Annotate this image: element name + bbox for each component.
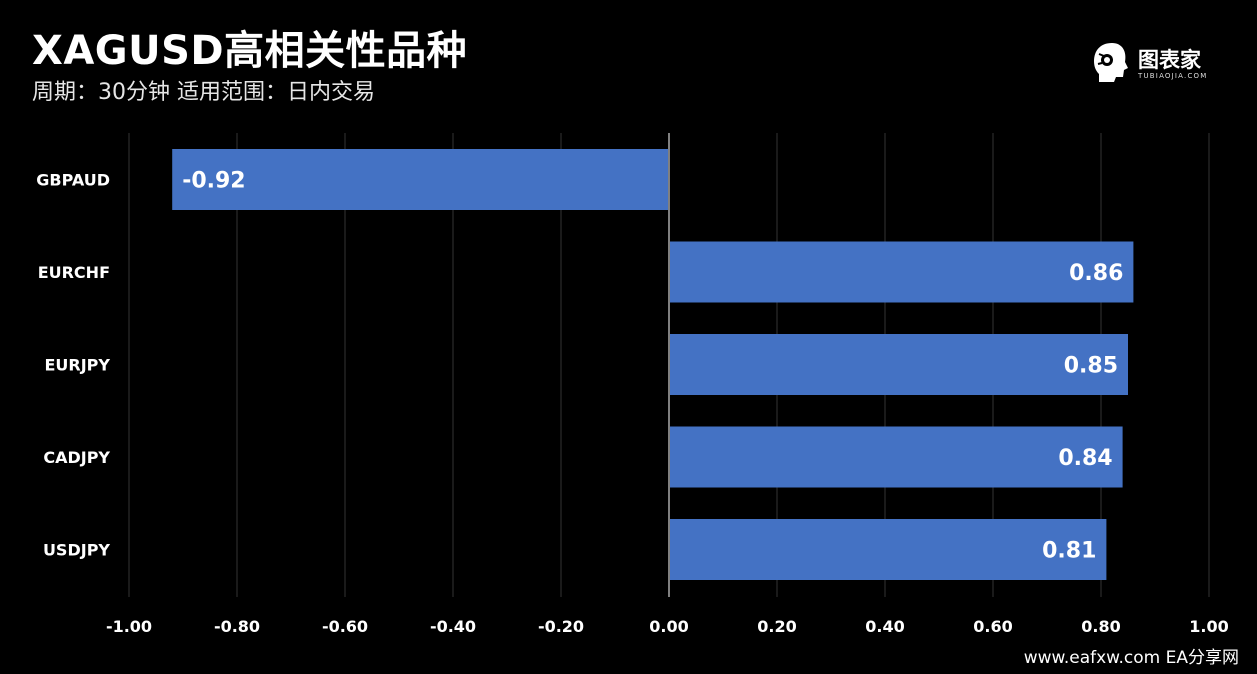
x-tick-label: 0.80 [1081, 617, 1120, 636]
x-tick-label: 0.60 [973, 617, 1012, 636]
x-tick-label: 0.40 [865, 617, 904, 636]
x-tick-label: -0.20 [538, 617, 584, 636]
labels: -1.00 -0.80 -0.60 -0.40 -0.20 0.00 0.20 0.40 0.6… [36, 169, 1228, 637]
x-tick-label: -0.80 [214, 617, 260, 636]
category-label: USDJPY [43, 541, 110, 560]
data-label: 0.86 [1069, 261, 1123, 286]
x-tick-label: 0.20 [757, 617, 796, 636]
x-tick-label: -0.60 [322, 617, 368, 636]
chart-subtitle: 周期：30分钟 适用范围：日内交易 [32, 80, 375, 105]
category-label: GBPAUD [36, 171, 110, 190]
chart-title: XAGUSD高相关性品种 [32, 28, 468, 74]
robot-head-icon [1094, 43, 1128, 82]
x-tick-label: -0.40 [430, 617, 476, 636]
category-label: EURJPY [44, 356, 110, 375]
x-tick-label: -1.00 [106, 617, 152, 636]
x-tick-label: 1.00 [1189, 617, 1228, 636]
bar [172, 149, 669, 210]
logo-name: 图表家 [1138, 48, 1201, 72]
bar [669, 334, 1128, 395]
data-label: -0.92 [182, 169, 245, 194]
footer-watermark: www.eafxw.com EA分享网 [1023, 648, 1239, 668]
brand-logo: 图表家 TUBIAOJIA.COM [1090, 40, 1225, 86]
category-label: EURCHF [38, 263, 110, 282]
logo-subtext: TUBIAOJIA.COM [1138, 72, 1208, 80]
data-label: 0.84 [1058, 446, 1112, 471]
data-label: 0.81 [1042, 539, 1096, 564]
bar [669, 519, 1107, 580]
bar [669, 241, 1134, 303]
data-label: 0.85 [1064, 354, 1118, 379]
category-label: CADJPY [43, 448, 110, 467]
x-tick-label: 0.00 [649, 617, 688, 636]
bar [669, 426, 1123, 488]
bars [172, 149, 1134, 580]
